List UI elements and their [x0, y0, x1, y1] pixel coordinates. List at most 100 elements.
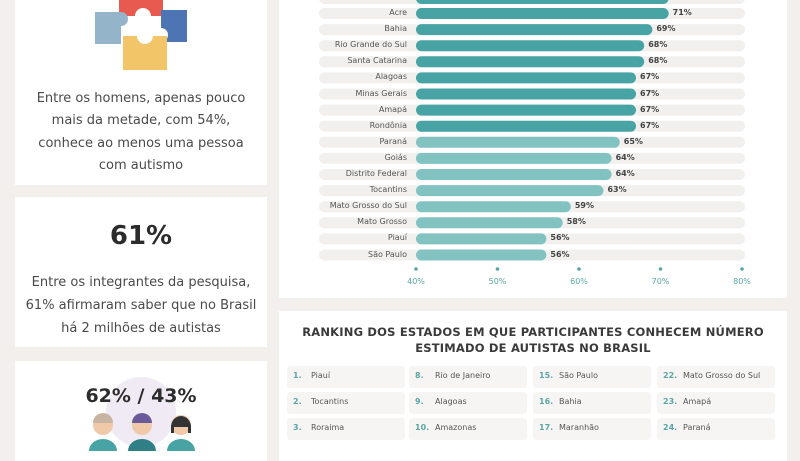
- ranking-state-name: Paraná: [683, 423, 711, 432]
- ranking-item: 15. São Paulo: [533, 366, 651, 388]
- ranking-item: 9. Alagoas: [409, 392, 527, 414]
- bar-category-label: Santa Catarina: [347, 56, 407, 66]
- puzzle-piece-red: [119, 0, 163, 16]
- x-tick-label: 40%: [407, 277, 425, 286]
- ranking-item: 3. Roraima: [287, 418, 405, 440]
- bar: [416, 72, 637, 84]
- men-stat-line: mais da metade, com 54%,: [51, 113, 231, 128]
- ranking-state-name: Maranhão: [559, 423, 599, 432]
- x-tick-label: 70%: [651, 277, 670, 286]
- stat-61-card: 61% Entre os integrantes da pesquisa, 61…: [15, 197, 267, 347]
- men-stat-line: Entre os homens, apenas pouco: [36, 91, 246, 106]
- ranking-item: 16. Bahia: [533, 392, 651, 414]
- bar-value-label: 67%: [640, 88, 660, 98]
- bar-category-label: Rio Grande do Sul: [334, 40, 407, 50]
- bar: [416, 8, 669, 19]
- x-tick-dot: [414, 267, 418, 271]
- people-icon: [89, 413, 195, 451]
- x-tick-dot: [495, 267, 500, 271]
- ranking-position: 22.: [663, 371, 678, 380]
- puzzle-piece-yellow: [123, 36, 167, 70]
- x-tick-dot: [740, 267, 744, 271]
- stat-61-line: 61% afirmaram saber que no Brasil: [25, 298, 257, 313]
- bar-category-label: Minas Gerais: [355, 88, 407, 98]
- bar-category-label: Distrito Federal: [345, 169, 407, 178]
- bar: [416, 40, 645, 52]
- bar-category-label: Amapá: [378, 104, 407, 114]
- bar-category-label: Rondônia: [369, 120, 407, 130]
- bar-category-label: Acre: [389, 8, 407, 17]
- x-tick-dot: [577, 267, 581, 271]
- bar-category-label: Alagoas: [375, 72, 407, 82]
- stat-61-line: Entre os integrantes da pesquisa,: [31, 275, 251, 290]
- ranking-position: 24.: [663, 423, 678, 432]
- ranking-position: 9.: [415, 397, 424, 406]
- bar: [416, 24, 653, 36]
- ranking-card: RANKING DOS ESTADOS EM QUE PARTICIPANTES…: [279, 311, 787, 461]
- ranking-item: 2. Tocantins: [287, 392, 405, 414]
- bar: [416, 233, 547, 245]
- bar: [416, 104, 637, 116]
- bar: [416, 249, 547, 261]
- ranking-position: 1.: [293, 371, 302, 380]
- ranking-item: 10. Amazonas: [409, 418, 527, 440]
- ranking-position: 10.: [415, 423, 430, 432]
- bar-value-label: 69%: [656, 24, 676, 34]
- bar-category-label: Mato Grosso: [357, 217, 407, 227]
- bar: [416, 0, 669, 4]
- bar-value-label: 67%: [640, 72, 660, 82]
- stat-circle-bg: [106, 377, 176, 447]
- bar: [416, 185, 604, 197]
- state-bar-chart: Acre 71% Bahia 69% Rio Grande do Sul 68% Santa…: [279, 0, 787, 298]
- ranking-item: 23. Amapá: [657, 392, 775, 414]
- ranking-state-name: Tocantins: [311, 397, 349, 406]
- ranking-position: 23.: [663, 397, 678, 406]
- bar-category-label: Bahia: [384, 24, 407, 34]
- bar: [416, 136, 620, 148]
- ranking-state-name: Bahia: [559, 397, 582, 406]
- ranking-item: 17. Maranhão: [533, 418, 651, 440]
- bar-category-label: Piauí: [387, 233, 407, 243]
- ranking-state-name: Amapá: [683, 397, 712, 406]
- bar-value-label: 64%: [615, 152, 635, 162]
- ranking-position: 15.: [539, 371, 554, 380]
- person-icon: [167, 415, 195, 451]
- bar: [416, 88, 637, 100]
- bar: [416, 201, 571, 213]
- person-icon: [89, 413, 117, 451]
- bar-value-label: 56%: [550, 233, 570, 243]
- ranking-title-line: RANKING DOS ESTADOS EM QUE PARTICIPANTES…: [302, 325, 764, 339]
- puzzle-piece-blue: [161, 10, 187, 42]
- ranking-item: 8. Rio de Janeiro: [409, 366, 527, 388]
- bar-category-label: Mato Grosso do Sul: [329, 201, 407, 211]
- puzzle-icon: [95, 0, 187, 70]
- stat-62-43-number: 62% / 43%: [85, 385, 197, 407]
- bar: [416, 217, 563, 229]
- bar-value-label: 65%: [623, 136, 643, 146]
- ranking-title-line: ESTIMADO DE AUTISTAS NO BRASIL: [415, 341, 651, 355]
- bar-category-label: São Paulo: [368, 249, 407, 259]
- ranking-state-name: Piauí: [311, 371, 331, 380]
- bar: [416, 152, 612, 164]
- ranking-state-name: Rio de Janeiro: [435, 371, 491, 380]
- puzzle-piece-lightblue: [95, 12, 128, 44]
- men-stat-line: com autismo: [98, 158, 184, 173]
- bar-category-label: Paraná: [379, 136, 407, 146]
- stat-61-number: 61%: [109, 221, 173, 251]
- x-tick-dot: [658, 267, 663, 271]
- bar: [416, 120, 637, 132]
- bar-value-label: 68%: [648, 40, 668, 50]
- bar: [416, 169, 612, 180]
- ranking-position: 3.: [293, 423, 302, 432]
- stat-62-43-card: 62% / 43%: [15, 361, 267, 461]
- ranking-position: 8.: [415, 371, 424, 380]
- ranking-state-name: Amazonas: [435, 423, 477, 432]
- x-tick-label: 50%: [488, 277, 507, 286]
- ranking-position: 16.: [539, 397, 554, 406]
- ranking-position: 2.: [293, 397, 302, 406]
- ranking-state-name: Mato Grosso do Sul: [683, 371, 761, 380]
- ranking-item: 1. Piauí: [287, 366, 405, 388]
- ranking-position: 17.: [539, 423, 554, 432]
- bar-value-label: 68%: [648, 56, 668, 66]
- ranking-item: 24. Paraná: [657, 418, 775, 440]
